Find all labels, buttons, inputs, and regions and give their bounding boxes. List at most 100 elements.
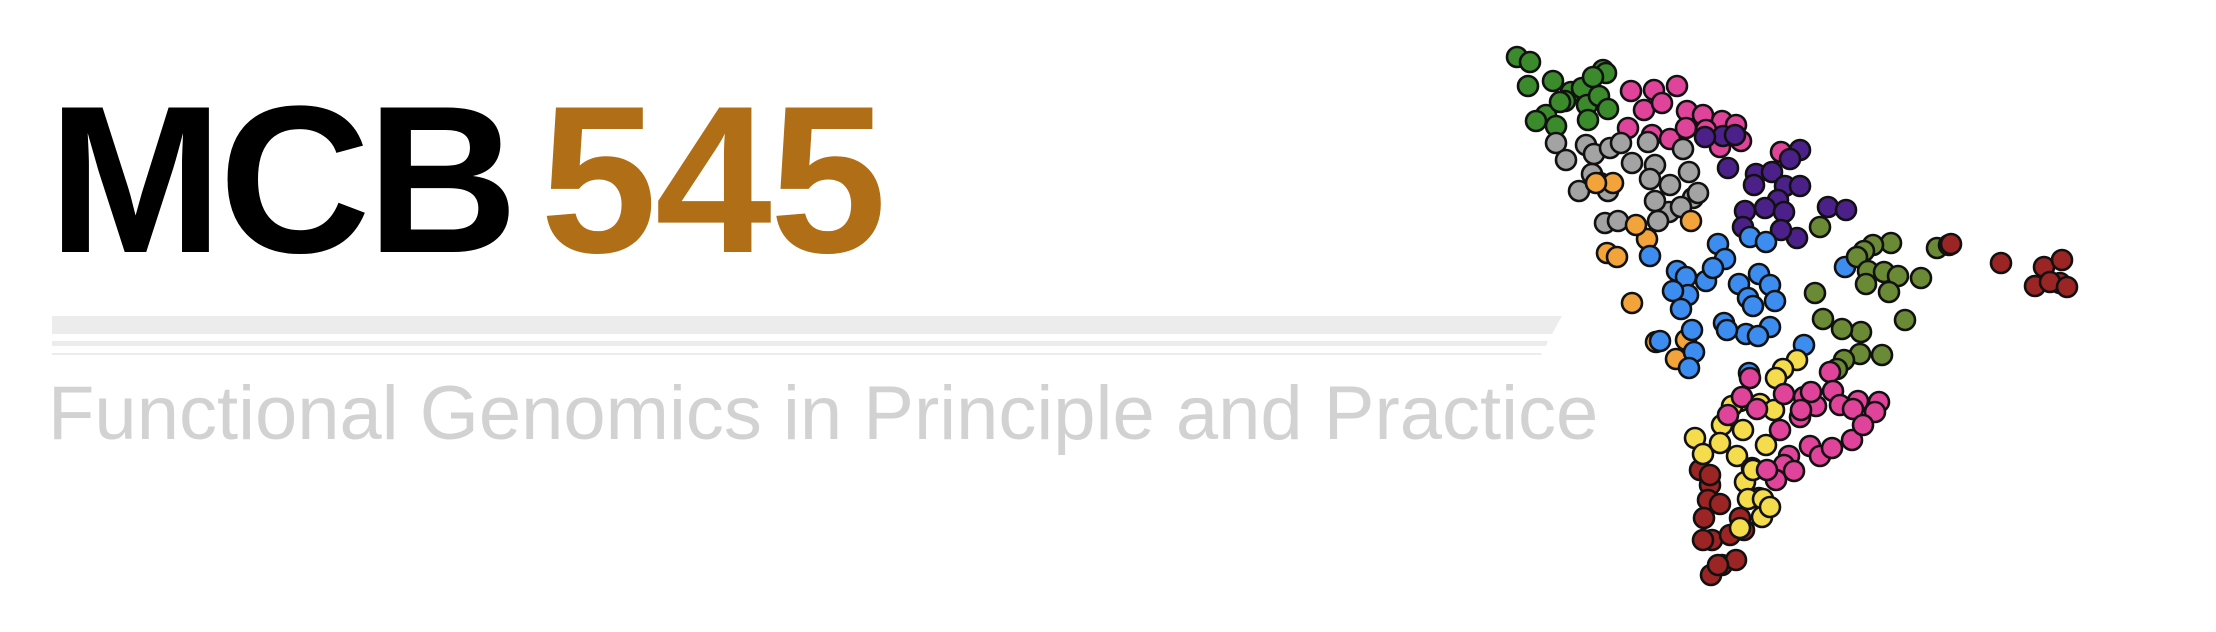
map-dot <box>1674 116 1698 140</box>
map-dot <box>1606 209 1630 233</box>
map-dot <box>1595 241 1619 265</box>
map-dot <box>1730 385 1754 409</box>
map-dot <box>1772 200 1796 224</box>
map-dot <box>1643 189 1667 213</box>
map-dot <box>1893 308 1917 332</box>
map-dot <box>1856 259 1880 283</box>
map-dot <box>1708 492 1732 516</box>
map-dot <box>1692 506 1716 530</box>
map-dot <box>2023 274 2047 298</box>
map-dot <box>1718 523 1742 547</box>
map-dot <box>1852 239 1876 263</box>
map-dot <box>1728 506 1752 530</box>
map-dot <box>1849 320 1873 344</box>
map-dot <box>1681 186 1705 210</box>
map-dot <box>1620 151 1644 175</box>
map-dot <box>1762 398 1786 422</box>
map-dot <box>1867 390 1891 414</box>
map-dot <box>1758 495 1782 519</box>
map-dot <box>1713 247 1737 271</box>
map-dot <box>1925 236 1949 260</box>
middle-rule <box>52 341 1548 346</box>
course-subtitle: Functional Genomics in Principle and Pra… <box>48 371 1599 456</box>
map-dot <box>1772 453 1796 477</box>
map-dot <box>1661 279 1685 303</box>
map-dot <box>1798 434 1822 458</box>
map-dot <box>1734 322 1758 346</box>
map-dot <box>1582 142 1606 166</box>
map-dot <box>1698 463 1722 487</box>
map-dot <box>1691 103 1715 127</box>
map-dot <box>1693 125 1717 149</box>
map-dot <box>1792 333 1816 357</box>
map-dot <box>1694 269 1718 293</box>
map-dot <box>1598 136 1622 160</box>
map-dot <box>1830 317 1854 341</box>
course-number: 545 <box>540 62 886 297</box>
map-dot <box>1658 173 1682 197</box>
map-dot <box>1816 195 1840 219</box>
map-dot <box>1778 147 1802 171</box>
map-dot <box>1680 318 1704 342</box>
map-dot <box>1712 311 1736 335</box>
map-dot <box>1753 196 1777 220</box>
map-dot <box>1676 283 1700 307</box>
map-dot <box>1648 329 1672 353</box>
map-dot <box>1777 444 1801 468</box>
map-dot <box>1677 160 1701 184</box>
map-dot <box>1732 518 1756 542</box>
map-dot <box>1638 167 1662 191</box>
map-dot <box>1773 174 1797 198</box>
map-dot <box>1841 397 1865 421</box>
map-dot <box>1643 153 1667 177</box>
map-dot <box>1665 259 1689 283</box>
map-dot <box>1642 78 1666 102</box>
map-dot <box>1877 280 1901 304</box>
map-dot <box>1591 58 1615 82</box>
map-dot <box>1715 318 1739 342</box>
map-dot <box>1596 97 1620 121</box>
map-dot <box>1640 123 1664 147</box>
map-dot <box>1764 366 1788 390</box>
map-dot <box>1710 109 1734 133</box>
map-dot <box>1939 232 1963 256</box>
map-dot <box>1789 398 1813 422</box>
map-dot <box>1541 69 1565 93</box>
map-dot <box>1754 433 1778 457</box>
map-dot <box>1811 307 1835 331</box>
map-dot <box>1706 232 1730 256</box>
map-dot <box>1886 264 1910 288</box>
map-dot <box>1724 548 1748 572</box>
map-dot <box>1821 379 1845 403</box>
map-dot <box>1733 199 1757 223</box>
map-dot <box>1682 340 1706 364</box>
map-dot <box>1738 366 1762 390</box>
map-dot <box>1671 137 1695 161</box>
map-dot <box>1593 211 1617 235</box>
map-dot <box>1840 428 1864 452</box>
decorative-rules <box>52 316 1562 355</box>
map-dot <box>1768 418 1792 442</box>
map-dot <box>1740 456 1764 480</box>
map-dot <box>1760 160 1784 184</box>
map-dot <box>1764 468 1788 492</box>
map-dot <box>1909 266 1933 290</box>
map-dot <box>1788 174 1812 198</box>
map-dot <box>1738 225 1762 249</box>
map-dot <box>1696 488 1720 512</box>
map-dot <box>1575 93 1599 117</box>
map-dot <box>1588 171 1612 195</box>
map-dot <box>1691 442 1715 466</box>
map-dot <box>1596 179 1620 203</box>
map-dot <box>1723 123 1747 147</box>
map-dot <box>1754 230 1778 254</box>
map-dot <box>1708 135 1732 159</box>
map-dot <box>1751 487 1775 511</box>
map-dot <box>1616 116 1640 140</box>
map-dot <box>1725 444 1749 468</box>
map-dot <box>1745 397 1769 421</box>
map-dot <box>1620 291 1644 315</box>
map-dot <box>1854 272 1878 296</box>
map-dot <box>1664 347 1688 371</box>
